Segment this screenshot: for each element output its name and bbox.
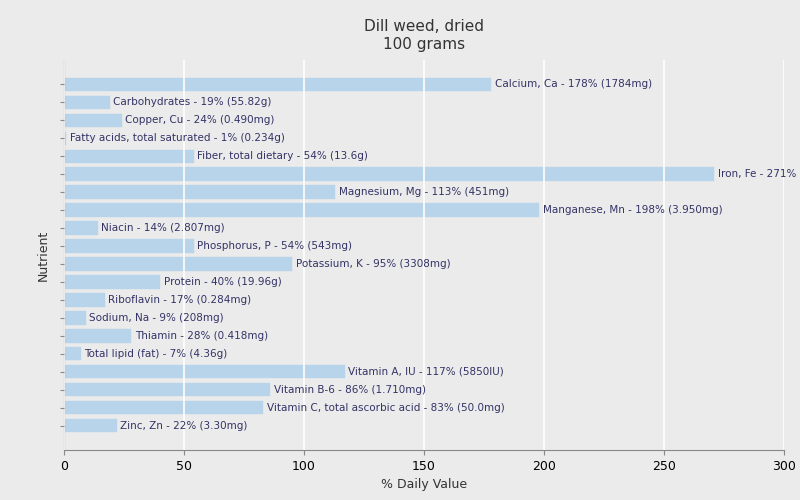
Bar	[64, 78, 491, 91]
Bar	[64, 329, 131, 342]
Text: Vitamin A, IU - 117% (5850IU): Vitamin A, IU - 117% (5850IU)	[349, 366, 504, 376]
Text: Carbohydrates - 19% (55.82g): Carbohydrates - 19% (55.82g)	[114, 98, 271, 108]
Bar	[64, 168, 714, 181]
Title: Dill weed, dried
100 grams: Dill weed, dried 100 grams	[364, 20, 484, 52]
Bar	[64, 383, 270, 396]
X-axis label: % Daily Value: % Daily Value	[381, 478, 467, 492]
Text: Phosphorus, P - 54% (543mg): Phosphorus, P - 54% (543mg)	[198, 241, 352, 251]
Bar	[64, 347, 81, 360]
Text: Copper, Cu - 24% (0.490mg): Copper, Cu - 24% (0.490mg)	[126, 116, 274, 126]
Text: Calcium, Ca - 178% (1784mg): Calcium, Ca - 178% (1784mg)	[494, 80, 652, 90]
Y-axis label: Nutrient: Nutrient	[37, 230, 50, 280]
Text: Sodium, Na - 9% (208mg): Sodium, Na - 9% (208mg)	[90, 313, 224, 323]
Bar	[64, 311, 86, 324]
Bar	[64, 222, 98, 235]
Text: Thiamin - 28% (0.418mg): Thiamin - 28% (0.418mg)	[134, 331, 268, 341]
Text: Potassium, K - 95% (3308mg): Potassium, K - 95% (3308mg)	[296, 259, 450, 269]
Text: Riboflavin - 17% (0.284mg): Riboflavin - 17% (0.284mg)	[109, 295, 251, 305]
Bar	[64, 419, 117, 432]
Text: Zinc, Zn - 22% (3.30mg): Zinc, Zn - 22% (3.30mg)	[121, 420, 248, 430]
Bar	[64, 293, 105, 306]
Text: Niacin - 14% (2.807mg): Niacin - 14% (2.807mg)	[101, 223, 225, 233]
Bar	[64, 401, 263, 414]
Bar	[64, 114, 122, 127]
Bar	[64, 132, 66, 145]
Text: Fiber, total dietary - 54% (13.6g): Fiber, total dietary - 54% (13.6g)	[198, 152, 368, 162]
Text: Iron, Fe - 271% (48.78mg): Iron, Fe - 271% (48.78mg)	[718, 169, 800, 179]
Bar	[64, 96, 110, 109]
Text: Magnesium, Mg - 113% (451mg): Magnesium, Mg - 113% (451mg)	[339, 187, 509, 197]
Text: Total lipid (fat) - 7% (4.36g): Total lipid (fat) - 7% (4.36g)	[85, 348, 228, 358]
Text: Vitamin B-6 - 86% (1.710mg): Vitamin B-6 - 86% (1.710mg)	[274, 384, 426, 394]
Bar	[64, 186, 335, 199]
Bar	[64, 150, 194, 163]
Text: Manganese, Mn - 198% (3.950mg): Manganese, Mn - 198% (3.950mg)	[543, 205, 722, 215]
Bar	[64, 240, 194, 253]
Text: Vitamin C, total ascorbic acid - 83% (50.0mg): Vitamin C, total ascorbic acid - 83% (50…	[267, 402, 505, 412]
Bar	[64, 204, 539, 217]
Bar	[64, 275, 160, 288]
Bar	[64, 365, 345, 378]
Text: Protein - 40% (19.96g): Protein - 40% (19.96g)	[164, 277, 282, 287]
Bar	[64, 257, 292, 270]
Text: Fatty acids, total saturated - 1% (0.234g): Fatty acids, total saturated - 1% (0.234…	[70, 134, 285, 143]
